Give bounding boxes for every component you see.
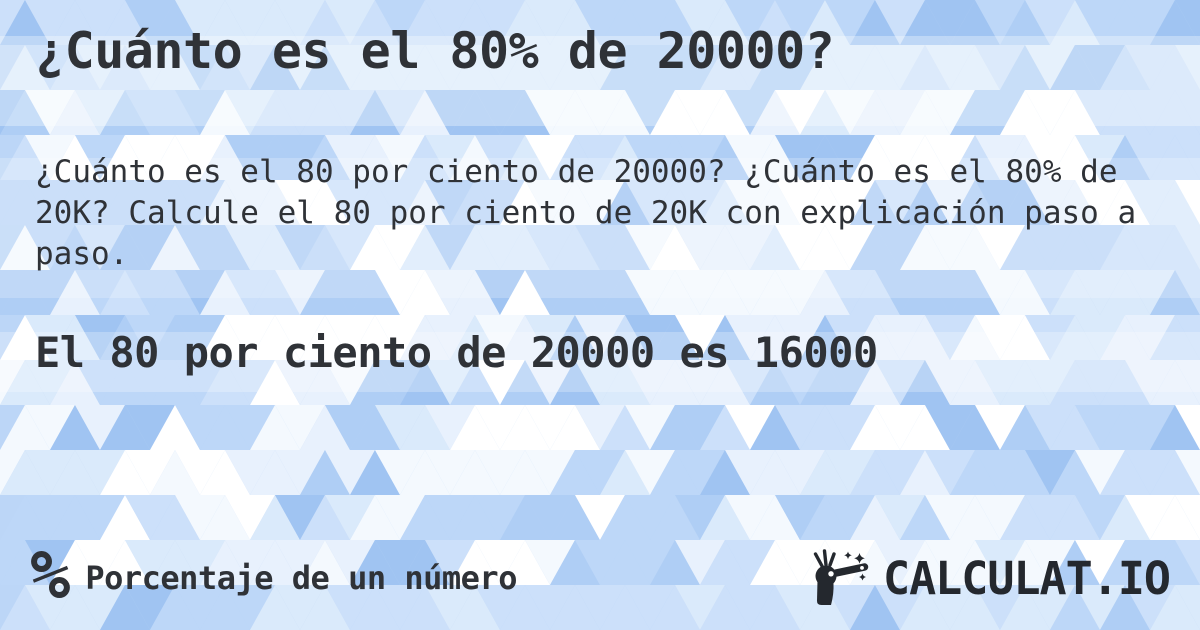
footer: % Porcentaje de un número	[30, 535, 1171, 616]
magic-wand-icon	[813, 549, 869, 605]
category-badge: % Porcentaje de un número	[30, 535, 517, 614]
category-label: Porcentaje de un número	[85, 559, 517, 597]
brand-logo: CALCULAT.IO	[812, 549, 1171, 607]
page-title: ¿Cuánto es el 80% de 20000?	[35, 22, 835, 80]
percent-icon: %	[30, 535, 71, 614]
brand-name: CALCULAT.IO	[882, 551, 1171, 605]
page-description: ¿Cuánto es el 80 por ciento de 20000? ¿C…	[35, 154, 1137, 272]
result-text: El 80 por ciento de 20000 es 16000	[35, 328, 878, 377]
